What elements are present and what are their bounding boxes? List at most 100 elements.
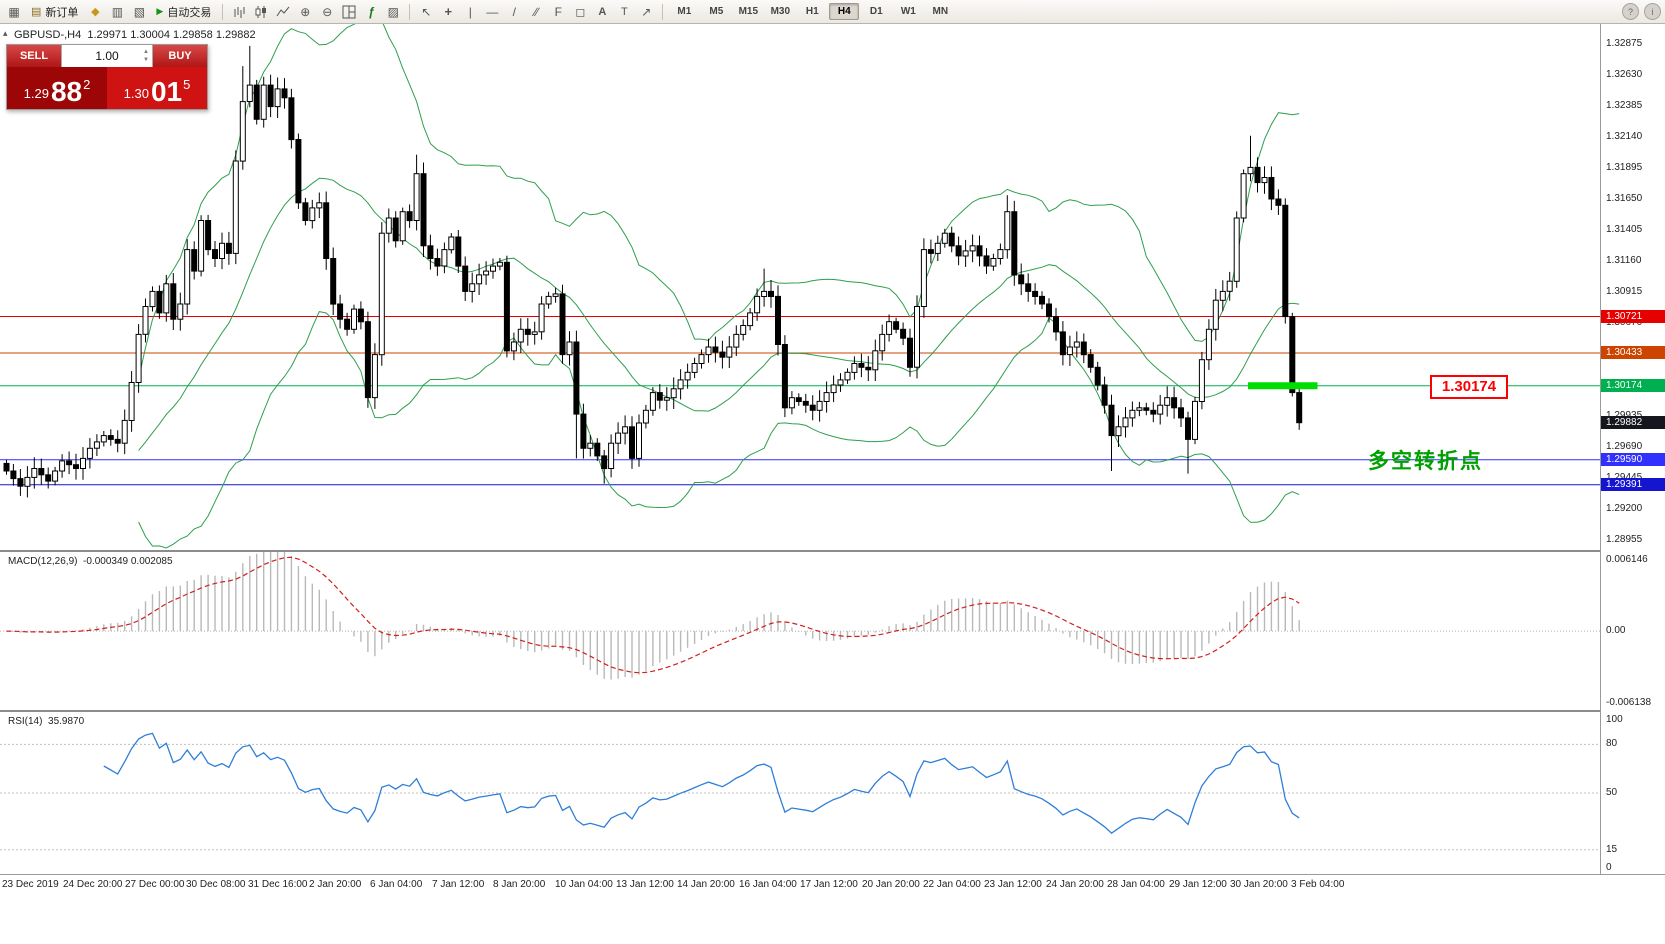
candle-body — [1080, 341, 1087, 356]
candle-body — [872, 350, 879, 371]
candle-body — [1150, 409, 1157, 415]
trendline-icon[interactable]: / — [512, 4, 516, 19]
mql5-icon[interactable]: ◆ — [91, 6, 100, 18]
price-tick: 1.32875 — [1606, 38, 1643, 49]
price-tick: 1.31405 — [1606, 224, 1643, 235]
timeframe-m1[interactable]: M1 — [677, 6, 692, 17]
sell-price[interactable]: 1.29 88 2 — [7, 67, 107, 109]
zoom-out-icon[interactable]: ⊖ — [322, 4, 333, 19]
buy-price[interactable]: 1.30 01 5 — [107, 67, 207, 109]
cursor-icon[interactable]: ↖ — [421, 4, 432, 19]
spinner-down-icon[interactable]: ▼ — [143, 57, 149, 63]
horizontal-line-icon[interactable]: — — [486, 4, 499, 19]
candle-body — [191, 249, 198, 272]
candle-body — [288, 97, 295, 141]
shapes-icon[interactable]: ◻ — [575, 4, 586, 19]
buy-price-base: 1.30 — [123, 86, 149, 101]
rsi-name: RSI(14) — [8, 716, 43, 727]
bar-chart-icon[interactable] — [229, 3, 249, 21]
toolbar-separator — [662, 3, 664, 20]
macd-axis-label: 0.006146 — [1606, 554, 1648, 565]
main-chart[interactable] — [0, 24, 1600, 550]
line-chart-icon[interactable] — [273, 3, 293, 21]
tile-windows-icon[interactable] — [339, 3, 359, 21]
volume-spinner[interactable]: ▲ ▼ — [143, 48, 149, 64]
candle-body — [907, 337, 913, 368]
macd-values: -0.000349 0.002085 — [83, 556, 173, 567]
candle-body — [1122, 417, 1129, 428]
candle-body — [886, 321, 893, 335]
time-axis[interactable]: 23 Dec 2019 24 Dec 20:00 27 Dec 00:00 30 De… — [0, 874, 1665, 899]
timeframe-m30[interactable]: M30 — [770, 6, 791, 17]
toolbar-separator — [409, 3, 411, 20]
volume-input[interactable]: 1.00 ▲ ▼ — [61, 45, 153, 67]
candle-body — [538, 303, 545, 333]
rsi-pane[interactable] — [0, 712, 1600, 874]
candle-body — [142, 306, 149, 335]
crosshair-icon[interactable]: + — [444, 4, 453, 19]
oct-collapse-icon[interactable]: ▴ — [3, 28, 8, 38]
candlestick-chart-icon[interactable] — [251, 3, 271, 21]
candle-body — [330, 258, 337, 305]
timeframe-mn[interactable]: MN — [932, 6, 949, 17]
timeframe-w1[interactable]: W1 — [900, 6, 916, 17]
navigator-icon[interactable]: ▧ — [133, 4, 146, 19]
candle-body — [24, 476, 31, 487]
candle-body — [1143, 407, 1150, 411]
timeframe-m15[interactable]: M15 — [738, 6, 759, 17]
candle-body — [962, 250, 969, 257]
price-axis[interactable]: 1.28955 1.29200 1.29445 1.29690 1.29935 1.301… — [1600, 24, 1665, 874]
vertical-line-icon[interactable]: | — [468, 4, 472, 19]
fibonacci-icon[interactable]: F — [554, 4, 562, 19]
label-icon[interactable]: T — [620, 5, 628, 18]
channel-icon[interactable]: ∕∕ — [534, 4, 539, 19]
pane-resize-handle[interactable] — [0, 550, 1665, 552]
candle-body — [927, 249, 934, 254]
bollinger-middle-band[interactable] — [138, 177, 1300, 451]
help-icon[interactable]: ? — [1622, 3, 1639, 20]
candle-body — [1059, 331, 1066, 356]
autotrading-button[interactable]: ▶ 自动交易 — [151, 3, 216, 21]
bollinger-lower-band[interactable] — [138, 311, 1300, 549]
text-icon[interactable]: A — [598, 5, 607, 18]
candle-body — [1039, 295, 1045, 305]
new-order-button[interactable]: ▤ 新订单 — [26, 3, 83, 21]
indicators-icon[interactable]: ƒ — [367, 4, 375, 19]
candle-body — [719, 351, 726, 358]
sell-button[interactable]: SELL — [7, 45, 61, 67]
candle-body — [608, 442, 615, 470]
pane-resize-handle[interactable] — [0, 710, 1665, 712]
candle-body — [45, 474, 52, 482]
candle-body — [768, 290, 774, 297]
candle-body — [837, 379, 844, 386]
price-level-label[interactable]: 1.30174 — [1430, 375, 1508, 399]
timeframe-h4[interactable]: H4 — [829, 3, 860, 20]
time-label: 10 Jan 04:00 — [555, 879, 613, 890]
candle-body — [198, 220, 205, 272]
candle-body — [1185, 417, 1191, 440]
candle-body — [726, 346, 733, 358]
candle-body — [371, 354, 378, 399]
sell-price-base: 1.29 — [23, 86, 49, 101]
data-window-icon[interactable]: ▥ — [111, 4, 124, 19]
community-icon[interactable]: i — [1644, 3, 1661, 20]
candle-body — [524, 328, 531, 335]
arrows-icon[interactable]: ↗ — [641, 4, 652, 19]
macd-pane[interactable] — [0, 552, 1600, 710]
templates-icon[interactable]: ▨ — [387, 4, 399, 19]
bollinger-upper-band[interactable] — [138, 24, 1300, 379]
zoom-in-icon[interactable]: ⊕ — [300, 4, 311, 19]
timeframe-m5[interactable]: M5 — [709, 6, 724, 17]
candle-body — [3, 462, 10, 472]
timeframe-h1[interactable]: H1 — [805, 6, 819, 17]
timeframe-d1[interactable]: D1 — [869, 6, 883, 17]
candle-body — [733, 333, 740, 348]
macd-axis-label: 0.00 — [1606, 625, 1626, 636]
candle-body — [566, 341, 573, 356]
candle-body — [177, 303, 184, 320]
time-label: 3 Feb 04:00 — [1291, 879, 1345, 890]
turning-point-annotation[interactable]: 多空转折点 — [1368, 450, 1483, 473]
spinner-up-icon[interactable]: ▲ — [143, 49, 149, 55]
buy-button[interactable]: BUY — [153, 45, 207, 67]
terminal-icon[interactable]: ▦ — [8, 4, 20, 19]
